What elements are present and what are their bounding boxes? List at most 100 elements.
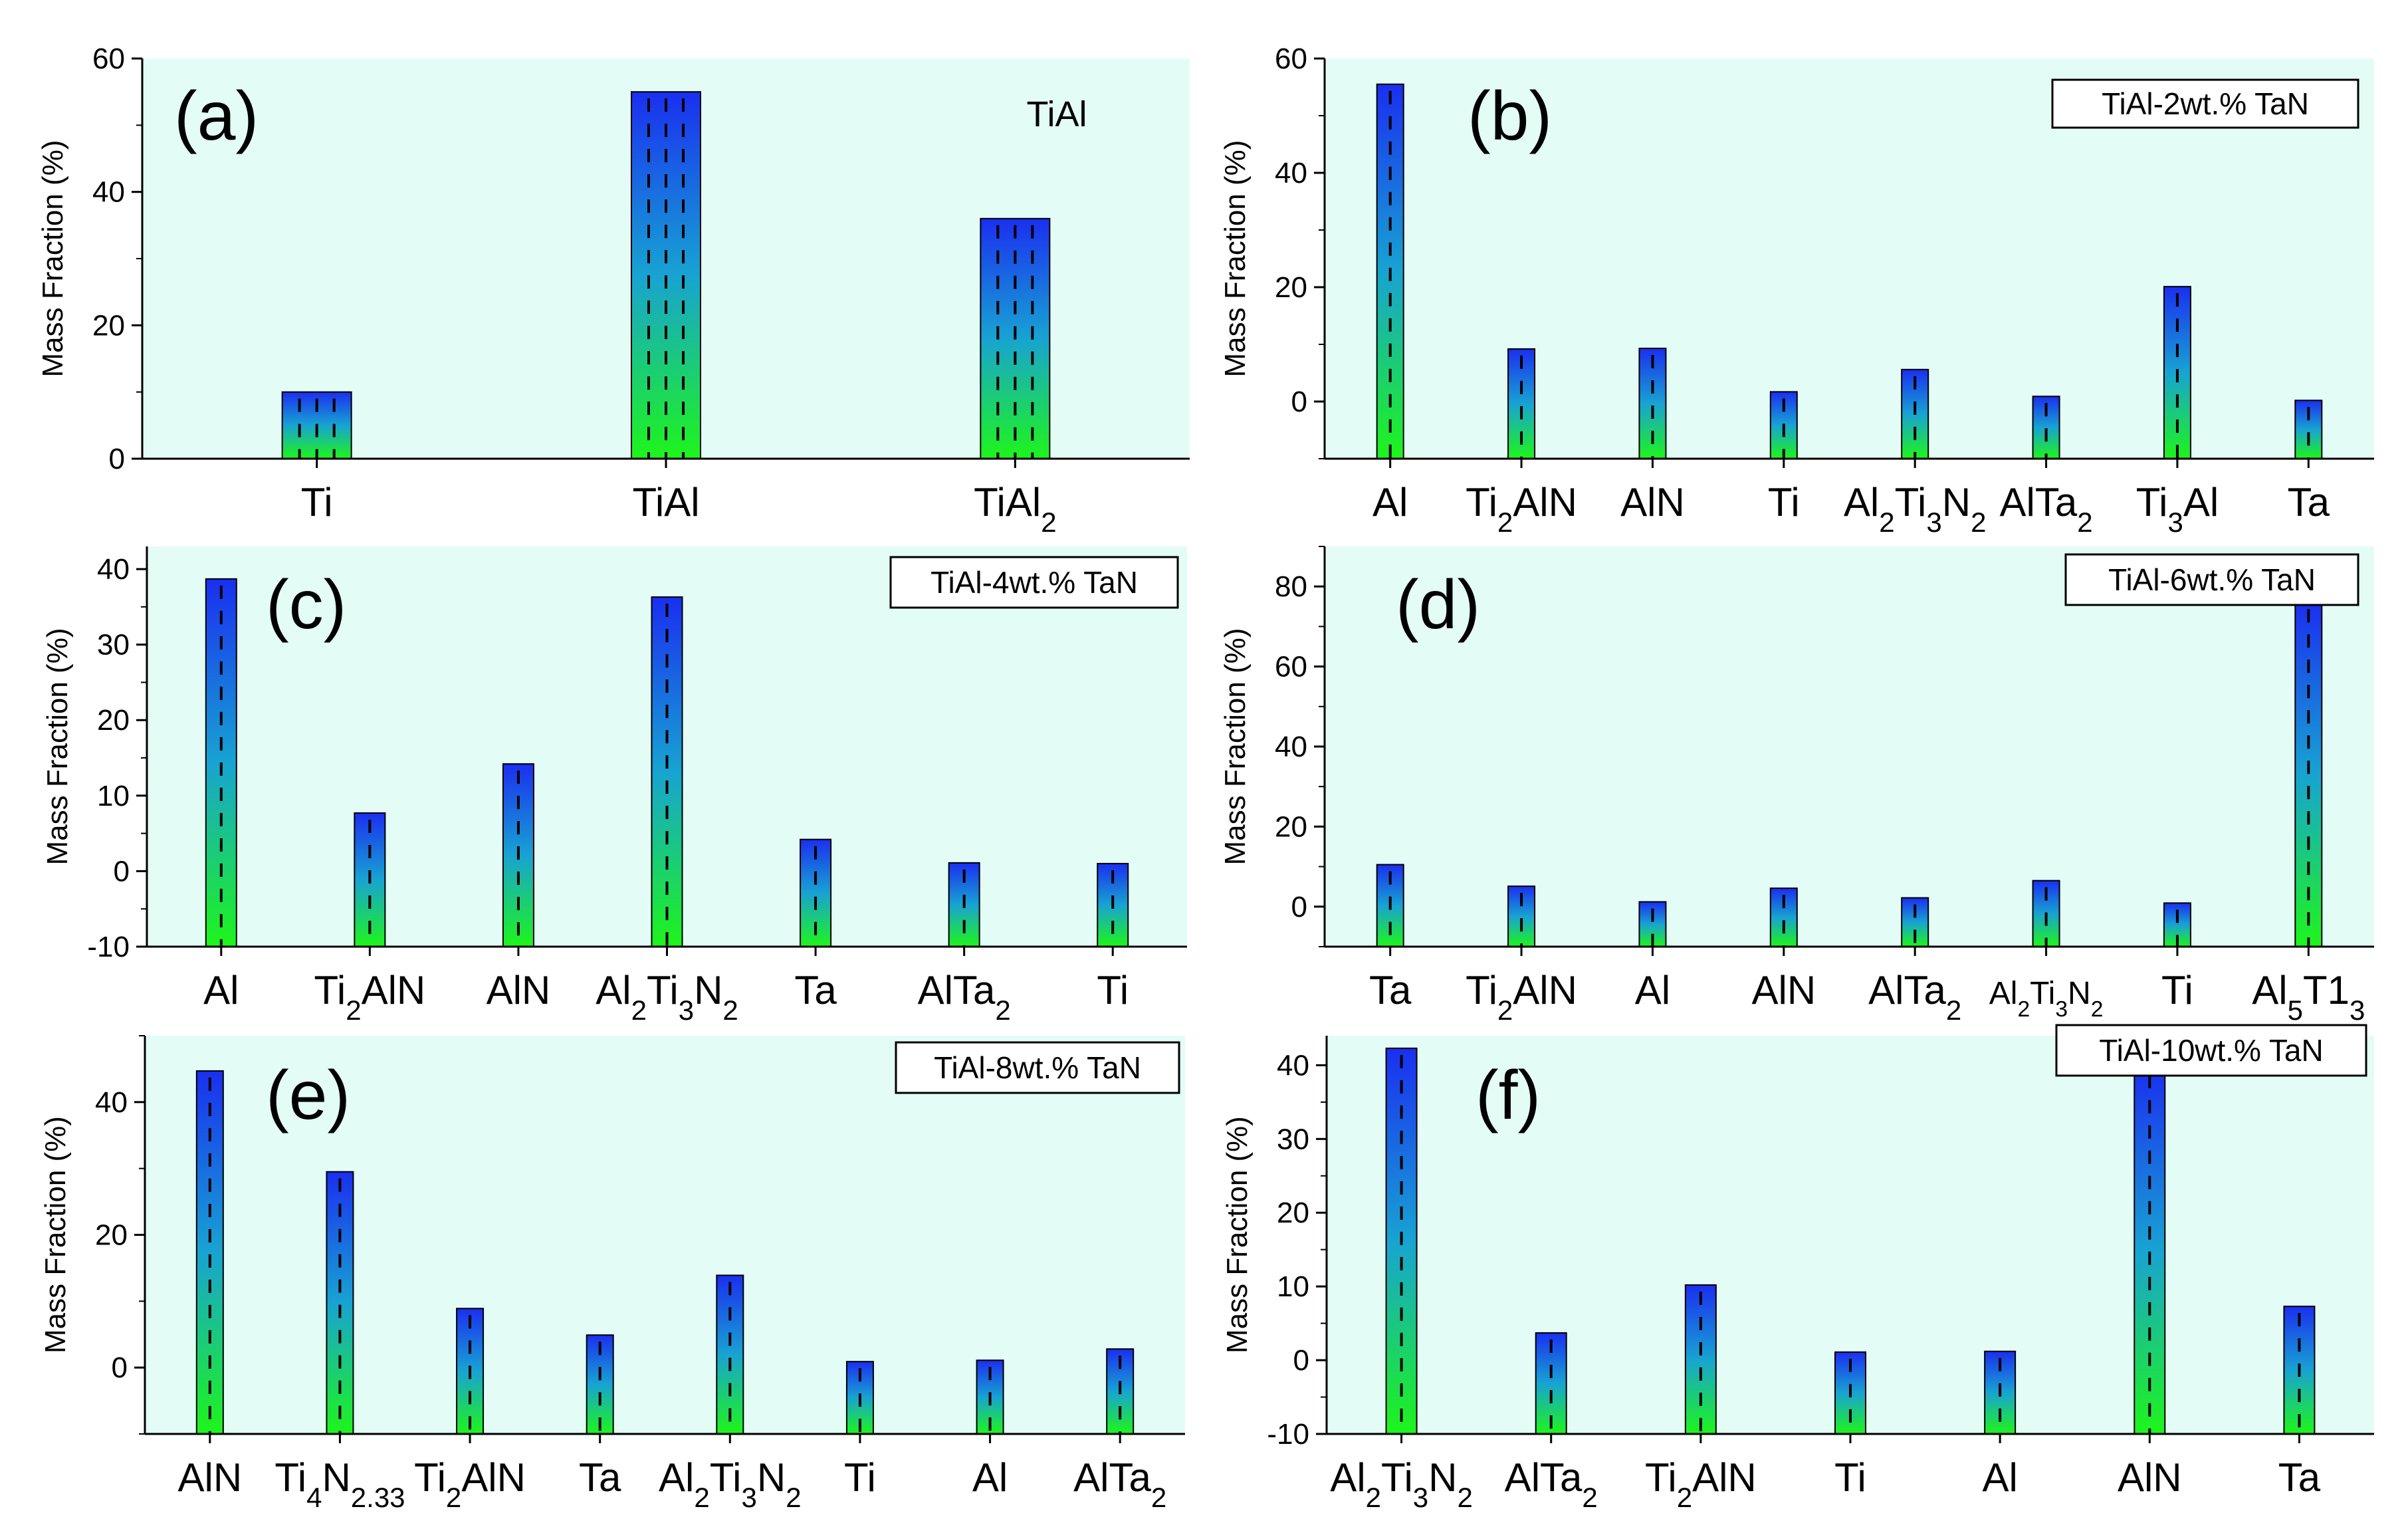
- x-tick-label: Ti: [1834, 1455, 1866, 1500]
- x-tick-label-part: Ti: [1466, 968, 1497, 1012]
- x-tick-label-part: AlN: [461, 1455, 526, 1500]
- x-tick-label: AlTa2: [1073, 1455, 1166, 1513]
- legend-box: [889, 556, 1179, 609]
- x-tick-label-part: Ti: [710, 1455, 742, 1500]
- x-tick-label: Ti2AlN: [1466, 968, 1577, 1026]
- x-tick-label-part: N: [1942, 480, 1971, 525]
- y-tick-label: 40: [92, 176, 125, 209]
- x-tick-label-part: 3: [2167, 507, 2183, 538]
- plot-background: [145, 1036, 1185, 1434]
- y-tick-label: 60: [1275, 651, 1307, 683]
- x-tick-label-part: 2: [446, 1482, 461, 1513]
- x-tick-label: Ti2AlN: [314, 968, 425, 1026]
- x-tick-label-part: 2: [2077, 507, 2092, 538]
- x-tick-label-part: T1: [2303, 968, 2350, 1012]
- x-tick-label-part: Ta: [794, 968, 837, 1012]
- x-tick-label-part: 3: [2350, 995, 2365, 1026]
- x-tick-label-part: Ti: [1834, 1455, 1866, 1500]
- x-tick-label-part: 2: [346, 995, 361, 1026]
- x-tick-label-part: AlTa: [1073, 1455, 1151, 1500]
- x-tick-label-part: N: [1428, 1455, 1457, 1500]
- x-tick-label-part: Al: [972, 1455, 1008, 1500]
- y-tick-label: 20: [1277, 1197, 1309, 1229]
- x-tick-label-part: AlN: [1692, 1455, 1757, 1500]
- x-tick-label-part: 2: [1677, 1482, 1692, 1513]
- x-tick-label-part: 3: [742, 1482, 757, 1513]
- x-tick-label-part: AlN: [1751, 968, 1816, 1012]
- y-tick-label: 20: [95, 1219, 128, 1252]
- y-tick-label: 10: [1277, 1270, 1309, 1303]
- legend-box: [895, 1041, 1180, 1094]
- x-tick-label-part: AlN: [177, 1455, 242, 1500]
- y-tick-label: 0: [114, 855, 130, 887]
- x-tick-label: Ti: [1097, 968, 1129, 1012]
- x-tick-label-part: Al: [1989, 976, 2018, 1011]
- x-tick-label-part: Al: [659, 1455, 694, 1500]
- x-tick-label-part: Ta: [2278, 1455, 2321, 1500]
- x-tick-label-part: 3: [1413, 1482, 1428, 1513]
- x-tick-label: Ta: [2278, 1455, 2321, 1500]
- y-axis-label: Mass Fraction (%): [1221, 1116, 1254, 1353]
- x-tick-label-part: 2: [1879, 507, 1894, 538]
- x-tick-label: AlN: [1620, 480, 1685, 525]
- x-tick-label-part: Ti: [647, 968, 679, 1012]
- x-tick-label-part: AlN: [487, 968, 551, 1012]
- x-tick-label-part: AlN: [1513, 968, 1577, 1012]
- y-tick-label: -10: [1267, 1418, 1309, 1451]
- x-tick-label-part: Al: [203, 968, 239, 1012]
- x-tick-label-part: Ti: [1381, 1455, 1413, 1500]
- x-tick-label-part: 4: [306, 1482, 322, 1513]
- x-tick-label-part: TiAl: [632, 480, 699, 525]
- x-tick-label: Al: [1635, 968, 1670, 1012]
- y-axis-label: Mass Fraction (%): [37, 140, 69, 378]
- x-tick-label-part: N: [2068, 976, 2091, 1011]
- x-tick-label-part: AlTa: [1868, 968, 1946, 1012]
- x-tick-label: Ti: [301, 480, 333, 525]
- x-tick-label-part: AlTa: [1505, 1455, 1583, 1500]
- x-tick-label-part: Ti: [844, 1455, 876, 1500]
- x-tick-label-part: 3: [679, 995, 694, 1026]
- x-tick-label-part: TiAl: [974, 480, 1041, 525]
- x-tick-label-part: AlTa: [2000, 480, 2078, 525]
- x-tick-label-part: 2: [1582, 1482, 1597, 1513]
- x-tick-label-part: Ti: [1895, 480, 1927, 525]
- y-tick-label: 0: [109, 443, 125, 475]
- x-tick-label-part: Al: [2252, 968, 2287, 1012]
- legend-box: [2064, 553, 2359, 606]
- y-tick-label: 0: [1291, 891, 1307, 923]
- y-tick-label: -10: [87, 931, 130, 963]
- x-tick-label-part: Al: [596, 968, 631, 1012]
- x-tick-label-part: 2: [1366, 1482, 1381, 1513]
- x-tick-label: Al: [1372, 480, 1408, 525]
- y-tick-label: 40: [1275, 157, 1307, 189]
- panel-letter: (f): [1476, 1057, 1541, 1134]
- x-tick-label-part: Al: [1844, 480, 1879, 525]
- y-tick-label: 40: [95, 1086, 128, 1119]
- x-tick-label-part: Ti: [2030, 976, 2055, 1011]
- x-tick-label-part: Al: [1330, 1455, 1365, 1500]
- x-tick-label-part: Al: [1635, 968, 1670, 1012]
- y-axis-label: Mass Fraction (%): [41, 628, 74, 866]
- x-tick-label-part: 2: [631, 995, 647, 1026]
- x-tick-label-part: AlTa: [918, 968, 996, 1012]
- x-tick-label: AlN: [177, 1455, 242, 1500]
- x-tick-label-part: Al: [2183, 480, 2219, 525]
- x-tick-label: AlTa2: [918, 968, 1011, 1026]
- y-tick-label: 0: [1293, 1344, 1309, 1377]
- legend-label: TiAl-8wt.% TaN: [934, 1050, 1141, 1085]
- x-tick-label: Al2Ti3N2: [1989, 976, 2104, 1022]
- x-tick-label: Al2Ti3N2: [659, 1455, 802, 1513]
- x-tick-label: Al: [203, 968, 239, 1012]
- bar: [1684, 1284, 1717, 1435]
- x-tick-label-part: 2: [1497, 507, 1513, 538]
- x-tick-label-part: Ti: [314, 968, 346, 1012]
- x-tick-label-part: 2.33: [351, 1482, 405, 1513]
- panel-letter: (b): [1468, 78, 1552, 155]
- x-tick-label: Ti4N2.33: [274, 1455, 405, 1513]
- x-tick-label-part: Al: [1372, 480, 1408, 525]
- plot-background: [1325, 546, 2374, 947]
- bar: [195, 1070, 224, 1435]
- x-tick-label-part: 2: [2017, 997, 2030, 1022]
- x-tick-label: Al2Ti3N2: [1844, 480, 1987, 538]
